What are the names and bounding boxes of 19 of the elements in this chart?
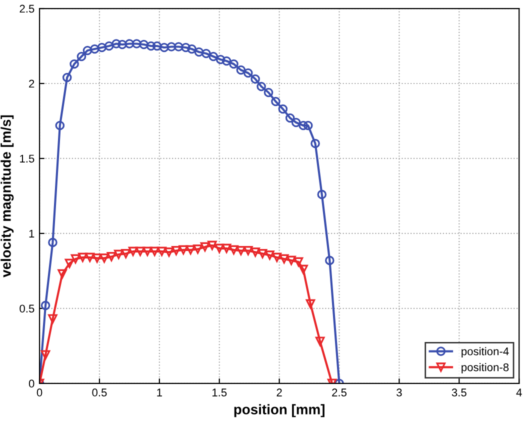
legend-label: position-4 (462, 347, 509, 358)
y-tick-label: 1.5 (20, 154, 34, 163)
y-tick-label: 2 (29, 80, 34, 88)
x-tick-label: 0 (36, 388, 42, 396)
x-tick-label: 1 (157, 388, 162, 396)
x-tick-label: 0.5 (92, 388, 107, 396)
y-tick-label: 1 (29, 230, 34, 238)
x-axis-title: position [mm] (234, 404, 324, 418)
x-tick-label: 3.5 (452, 388, 466, 396)
x-tick-label: 1.5 (212, 388, 227, 396)
x-tick-label: 3 (396, 388, 402, 396)
legend-label: position-8 (462, 363, 509, 374)
x-tick-label: 2 (276, 388, 282, 396)
x-tick-label: 2.5 (332, 388, 347, 396)
y-tick-label: 2.5 (20, 4, 34, 13)
y-tick-label: 0 (28, 380, 34, 388)
y-axis-title: velocity magnitude [m/s] (0, 115, 14, 278)
x-tick-label: 4 (516, 388, 522, 396)
y-tick-label: 0.5 (20, 304, 34, 313)
